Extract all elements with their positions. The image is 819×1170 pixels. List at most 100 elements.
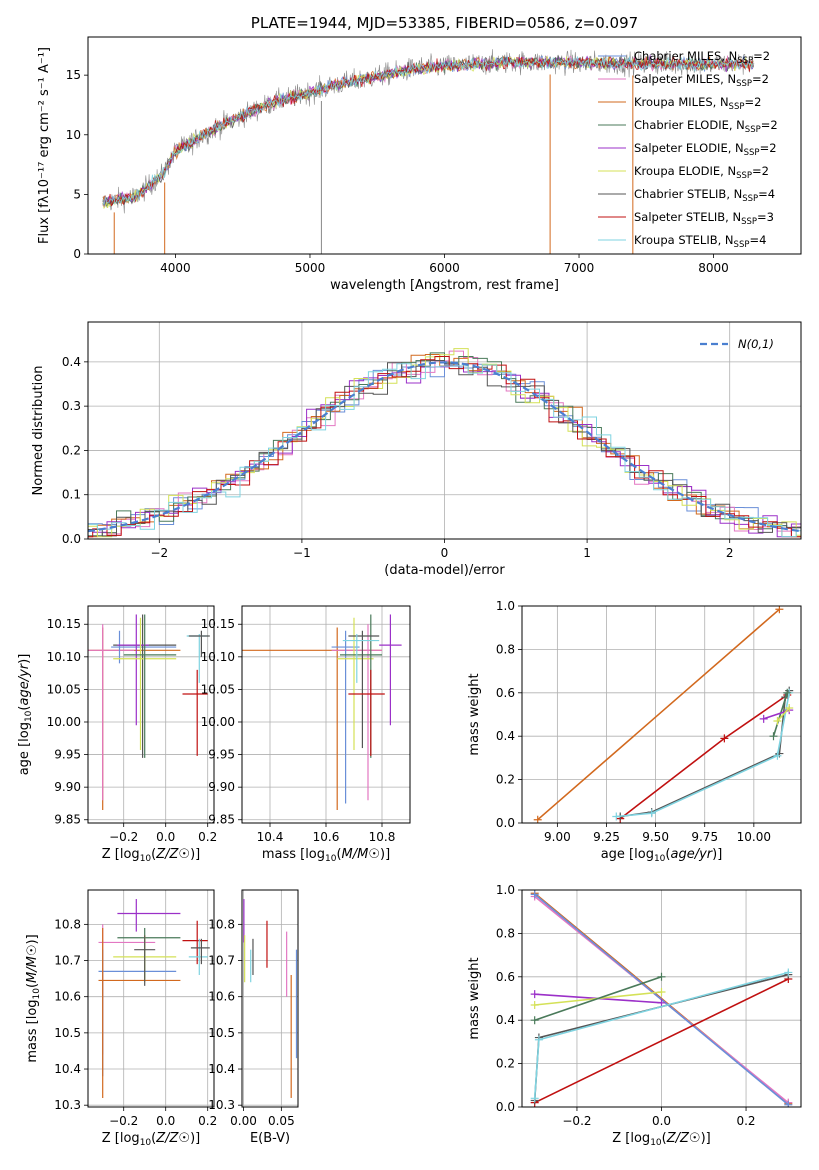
- legend-label: Chabrier MILES, NSSP=2: [634, 49, 770, 66]
- y-tick-label: 0.8: [496, 642, 515, 656]
- label-part: Z/Z☉: [155, 847, 190, 862]
- weight-marker: [530, 890, 539, 899]
- y-tick-label: 9.95: [54, 748, 81, 762]
- label-part: age [log: [17, 722, 32, 775]
- hist-step-line: [88, 356, 801, 538]
- x-tick-label: 0.2: [736, 1114, 755, 1128]
- weight-marker: [530, 1016, 539, 1025]
- legend-label-sub: SSP: [736, 79, 752, 89]
- mass_vs_ebv-axes: 0.00 0.05 10.3 10.4 10.5 10.6 10.7 10.8 E(B-V): [208, 889, 299, 1146]
- legend-label-main: Kroupa STELIB, N: [634, 233, 734, 247]
- y-axis-label: mass weight: [467, 673, 482, 755]
- y-tick-label: 10.6: [208, 990, 235, 1004]
- y-tick-label: 9.85: [54, 813, 81, 827]
- weight_vs_age-axes: 9.00 9.25 9.50 9.75 10.00 0.0 0.2 0.4 0.6 0.8 1.0 a…: [467, 599, 802, 864]
- legend-label: Kroupa STELIB, NSSP=4: [634, 233, 766, 250]
- legend-label-tail: =4: [749, 233, 766, 247]
- legend-label-tail: =2: [760, 141, 777, 155]
- hist-step-line: [88, 363, 801, 538]
- y-axis-label: mass [log10(M/M☉)]: [25, 934, 42, 1062]
- mass_vs_ebv-points: [243, 899, 298, 1098]
- y-tick-label: 10.3: [208, 1098, 235, 1112]
- legend-label-sub: SSP: [741, 217, 757, 227]
- y-tick-label: 0.6: [496, 686, 515, 700]
- label-part: 10: [24, 710, 34, 722]
- legend-label-sub: SSP: [736, 171, 752, 181]
- weight-marker: [657, 972, 666, 981]
- legend-label-sub: SSP: [744, 148, 760, 158]
- label-part: )]: [190, 1131, 200, 1146]
- weight-marker: [534, 1035, 543, 1044]
- y-tick-label: 10.05: [47, 682, 81, 696]
- x-tick-label: 4000: [160, 261, 191, 275]
- label-part: (: [25, 983, 40, 988]
- y-tick-label: 10.15: [47, 617, 81, 631]
- x-tick-label: 9.00: [544, 830, 571, 844]
- y-tick-label: 10.5: [208, 1026, 235, 1040]
- label-part: M/M☉: [25, 944, 40, 982]
- label-part: (: [662, 1131, 667, 1146]
- legend-label-main: Salpeter STELIB, N: [634, 210, 741, 224]
- x-axis-label: age [log10(age/yr)]: [601, 847, 723, 864]
- weight-marker: [773, 751, 782, 760]
- y-axis-label: Flux [fλ10⁻¹⁷ erg cm⁻² s⁻¹ A⁻¹]: [37, 47, 52, 244]
- weight-line: [776, 707, 790, 722]
- y-tick-label: 10.15: [201, 617, 235, 631]
- label-part: 10: [650, 1138, 662, 1148]
- x-tick-label: −2: [150, 546, 168, 560]
- weight-line: [619, 694, 788, 820]
- x-tick-label: 0.0: [156, 1114, 175, 1128]
- weight_vs_age-series: [533, 606, 794, 823]
- x-axis-label: (data-model)/error: [384, 563, 505, 578]
- chart-title: PLATE=1944, MJD=53385, FIBERID=0586, z=0…: [251, 14, 638, 32]
- weight-line: [772, 692, 788, 737]
- label-part: )]: [712, 847, 722, 862]
- legend-label-main: Chabrier MILES, N: [634, 49, 737, 63]
- weight-marker: [784, 968, 793, 977]
- y-tick-label: 9.90: [208, 780, 235, 794]
- weight_vs_age-frame: [521, 605, 802, 824]
- weight-marker: [773, 717, 782, 726]
- weight-marker: [647, 809, 656, 818]
- label-part: Z [log: [102, 847, 140, 862]
- y-tick-label: 1.0: [496, 883, 515, 897]
- label-part: (: [665, 847, 670, 862]
- x-tick-label: 1: [583, 546, 591, 560]
- y-tick-label: 0.2: [62, 443, 81, 457]
- y-tick-label: 9.85: [208, 813, 235, 827]
- legend-label-tail: =2: [744, 95, 761, 109]
- age_vs_Z-axes: −0.2 0.0 0.2 9.85 9.90 9.95 10.00 10.05 10.10 10.…: [17, 605, 217, 864]
- x-tick-label: 10.6: [313, 830, 340, 844]
- y-tick-label: 9.95: [208, 748, 235, 762]
- weight-marker: [612, 812, 621, 821]
- label-part: 10: [140, 854, 152, 864]
- y-tick-label: 0.6: [496, 970, 515, 984]
- x-tick-label: 8000: [698, 261, 729, 275]
- legend-label: Salpeter ELODIE, NSSP=2: [634, 141, 777, 158]
- legend-label: Salpeter STELIB, NSSP=3: [634, 210, 774, 227]
- x-tick-label: 0.05: [268, 1114, 295, 1128]
- y-tick-label: 0.2: [496, 773, 515, 787]
- y-tick-label: 10.05: [201, 682, 235, 696]
- legend-label: Kroupa MILES, NSSP=2: [634, 95, 761, 112]
- mass_vs_ebv-frame: [241, 889, 299, 1108]
- y-tick-label: 10.7: [54, 954, 81, 968]
- x-tick-label: 6000: [429, 261, 460, 275]
- y-tick-label: 0.4: [496, 729, 515, 743]
- weight-marker: [530, 1094, 539, 1103]
- legend-label-main: Kroupa MILES, N: [634, 95, 729, 109]
- legend-label-tail: =2: [753, 49, 770, 63]
- legend-label: Kroupa ELODIE, NSSP=2: [634, 164, 769, 181]
- label-part: mass [log: [262, 847, 325, 862]
- y-tick-label: 10.00: [201, 715, 235, 729]
- label-part: mass [log: [25, 999, 40, 1062]
- y-tick-label: 10.4: [208, 1062, 235, 1076]
- x-axis-label: wavelength [Angstrom, rest frame]: [330, 278, 559, 293]
- label-part: )]: [380, 847, 390, 862]
- x-tick-label: 0.00: [230, 1114, 257, 1128]
- weight-line: [537, 608, 780, 821]
- x-tick-label: 9.50: [642, 830, 669, 844]
- spectrum-axes: 4000 5000 6000 7000 8000 0 5 10 15 wavelength [An…: [37, 14, 802, 293]
- x-tick-label: 7000: [564, 261, 595, 275]
- y-tick-label: 10.3: [54, 1098, 81, 1112]
